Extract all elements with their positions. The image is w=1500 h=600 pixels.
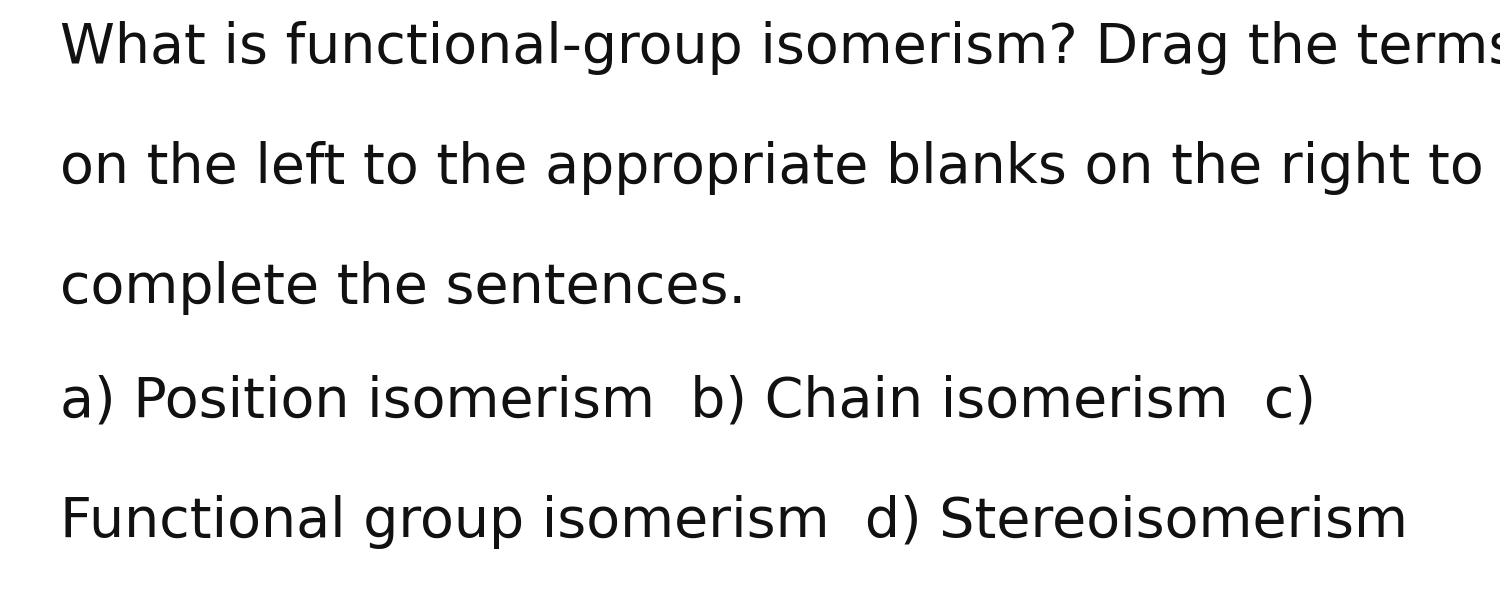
Text: What is functional-group isomerism? Drag the terms: What is functional-group isomerism? Drag… [60, 21, 1500, 75]
Text: complete the sentences.: complete the sentences. [60, 261, 746, 315]
Text: Functional group isomerism  d) Stereoisomerism: Functional group isomerism d) Stereoisom… [60, 495, 1408, 549]
Text: a) Position isomerism  b) Chain isomerism  c): a) Position isomerism b) Chain isomerism… [60, 375, 1316, 429]
Text: on the left to the appropriate blanks on the right to: on the left to the appropriate blanks on… [60, 141, 1484, 195]
